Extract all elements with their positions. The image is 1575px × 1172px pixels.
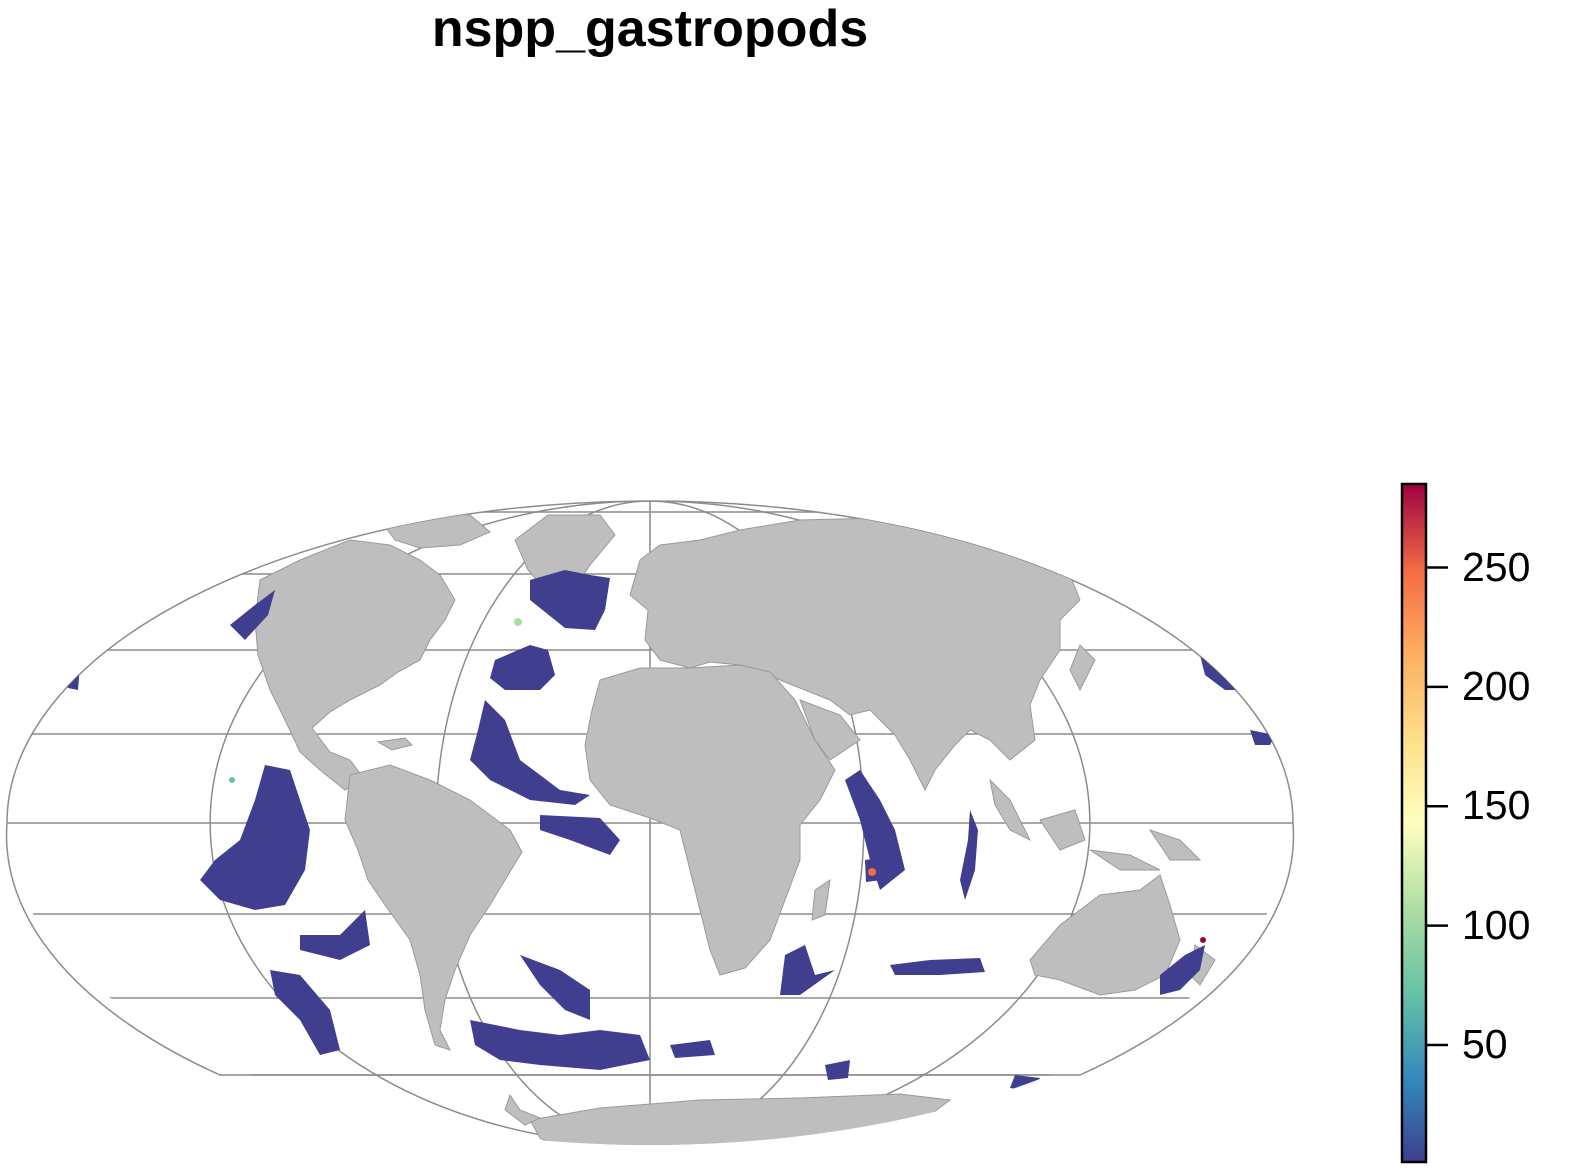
north-atlantic-patch [530,570,610,630]
west-pacific-patch [1250,730,1275,745]
color-legend [1400,482,1448,1164]
legend-tick-label: 50 [1462,1021,1508,1068]
legend-tick-label: 150 [1462,782,1531,829]
southwest-indian-patch [780,945,835,995]
south-indian-patch [890,958,985,975]
mid-atlantic-patch [490,645,555,690]
south-pacific-patch [270,970,340,1055]
southeast-pacific-patch [300,910,370,960]
south-georgia-patch [1010,1075,1040,1092]
northwest-pacific-patch [1200,655,1245,690]
map-title: nspp_gastropods [431,0,869,58]
legend-ticks [1426,566,1448,1047]
ninety-east-patch [960,810,978,900]
central-atlantic-patch [470,700,590,805]
south-atlantic-patch [520,955,590,1020]
east-pacific-patch [200,765,310,910]
southern-ocean-patch [825,1060,850,1080]
alaska-patch [230,590,275,640]
legend-colorbar [1400,482,1428,1164]
hotspot-madagascar [868,868,876,876]
richness-patches [65,570,1275,1092]
antarctic-patch [670,1040,715,1058]
legend-tick-label: 250 [1462,543,1531,590]
hotspot-northatlantic [514,618,522,626]
indian-ridge-patch [845,770,905,890]
hotspot-newzealand [1200,937,1206,943]
equatorial-atlantic-patch [540,815,620,855]
hotspot-eastpacific [229,777,235,783]
drake-passage-patch [470,1020,650,1070]
map-outline [5,500,1295,1076]
legend-tick-label: 100 [1462,901,1531,948]
hotspots [229,618,1206,943]
legend-tick-label: 200 [1462,662,1531,709]
land-masses [254,509,1216,1145]
tasman-patch [1160,945,1205,995]
